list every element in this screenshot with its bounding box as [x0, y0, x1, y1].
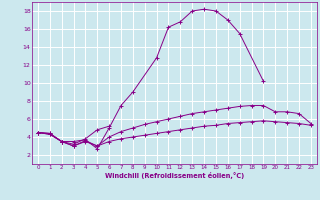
X-axis label: Windchill (Refroidissement éolien,°C): Windchill (Refroidissement éolien,°C)	[105, 172, 244, 179]
